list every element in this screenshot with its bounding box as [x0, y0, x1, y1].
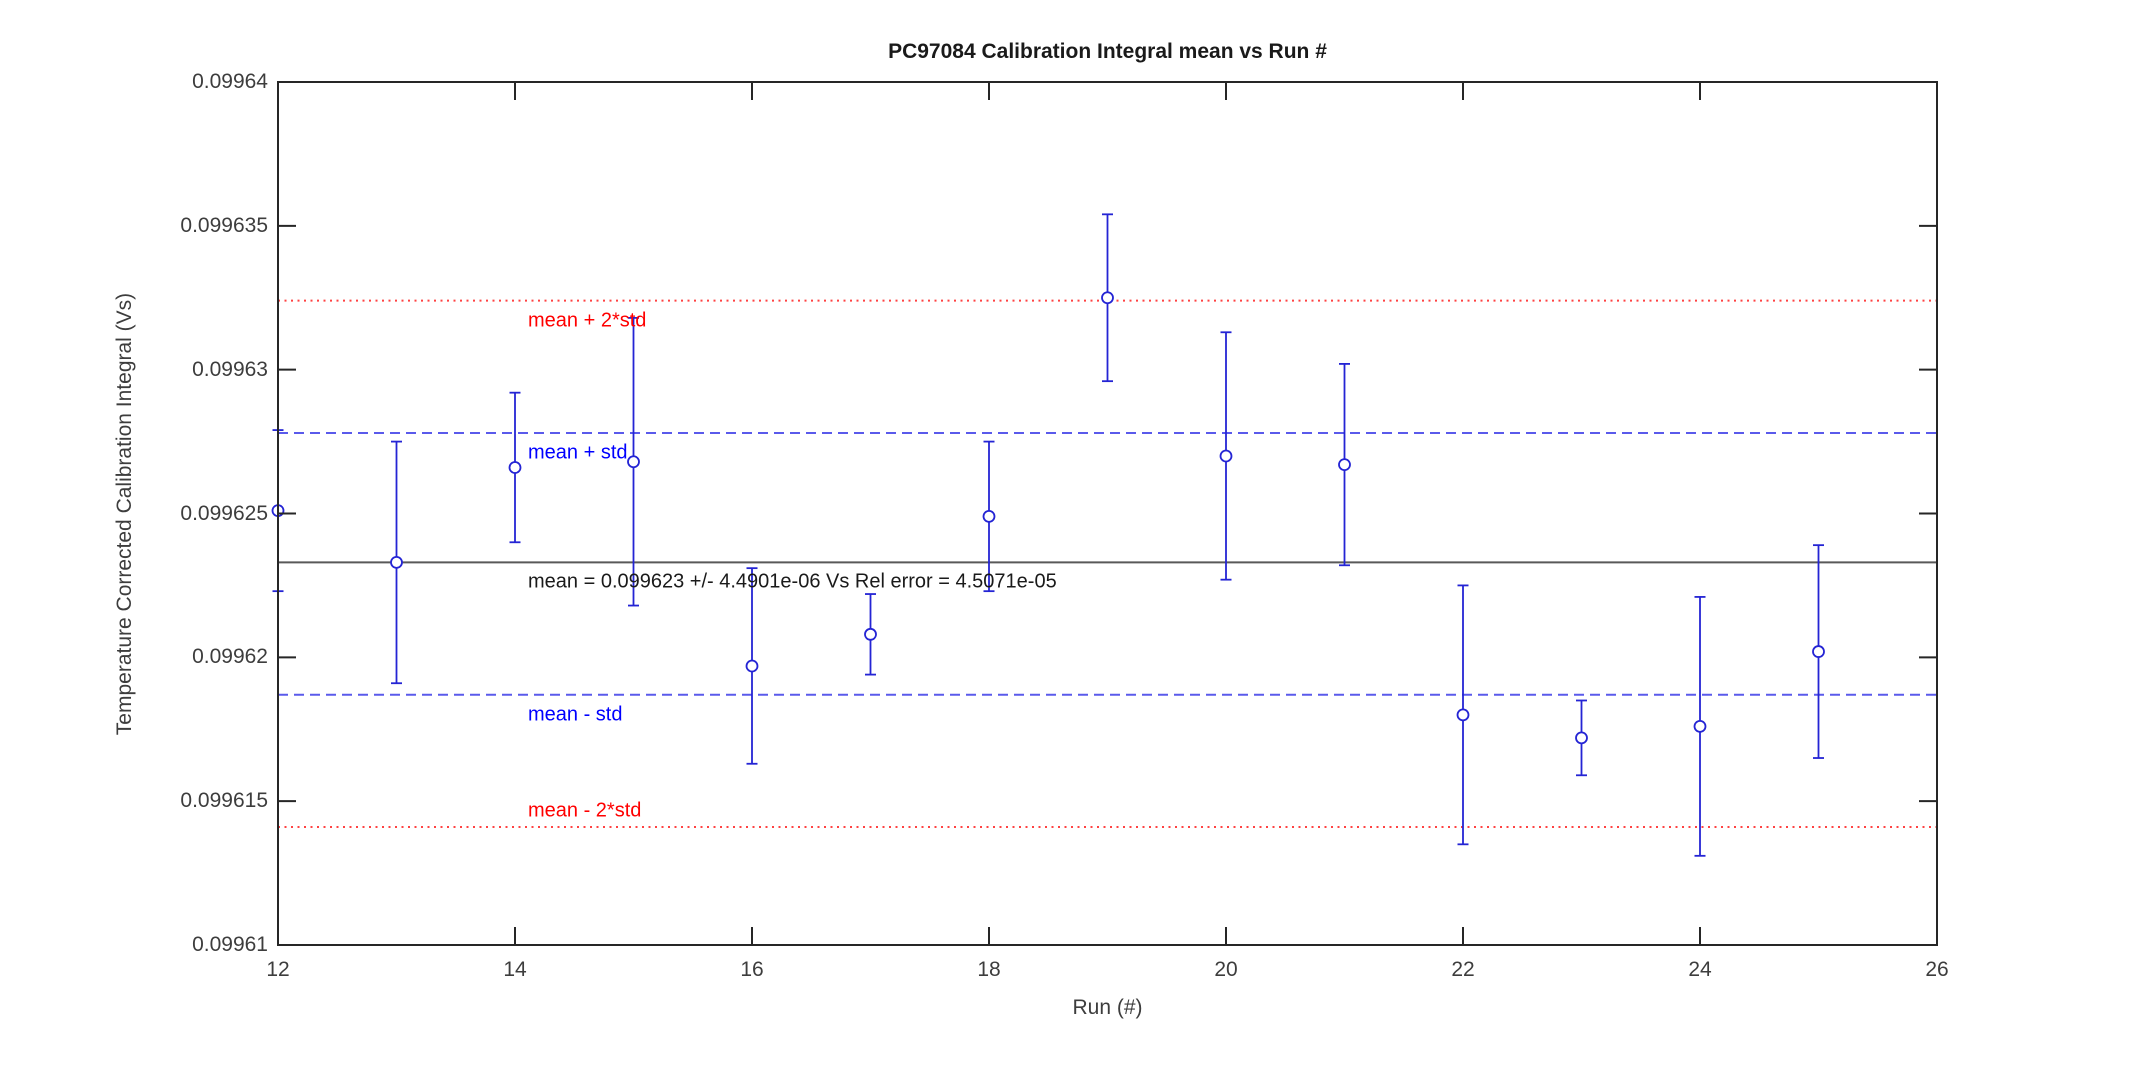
ref-line-label-mean-minus-std: mean - std [528, 703, 623, 726]
data-point-marker [508, 461, 522, 474]
x-tick-label: 22 [1451, 958, 1475, 981]
data-point-marker [1219, 449, 1233, 463]
ref-line-label-mean: mean = 0.099623 +/- 4.4901e-06 Vs Rel er… [528, 570, 1057, 593]
data-point-marker [1575, 731, 1588, 745]
y-tick-label: 0.099625 [180, 501, 268, 525]
y-tick-label: 0.09962 [192, 645, 268, 669]
x-tick-label: 16 [740, 958, 764, 981]
y-tick-label: 0.09963 [192, 357, 268, 381]
x-tick-label: 26 [1925, 958, 1949, 981]
data-point-marker [627, 455, 640, 469]
ref-line-label-mean-plus-std: mean + std [528, 441, 628, 464]
data-point-marker [1693, 719, 1707, 733]
axes-box [277, 81, 1938, 946]
data-point-marker [1338, 458, 1351, 471]
y-axis-label: Temperature Corrected Calibration Integr… [113, 292, 136, 736]
data-point-marker [982, 509, 996, 523]
data-point-marker [1812, 645, 1825, 658]
y-tick-label: 0.09964 [192, 70, 268, 93]
x-tick-label: 20 [1214, 958, 1238, 981]
y-tick-label: 0.09961 [192, 933, 268, 956]
chart-title: PC97084 Calibration Integral mean vs Run… [888, 40, 1327, 63]
x-tick-label: 18 [977, 958, 1001, 981]
x-tick-label: 12 [266, 958, 290, 981]
y-tick-label: 0.099635 [180, 213, 268, 237]
data-point-marker [864, 627, 877, 641]
ref-line-label-mean-plus-2std: mean + 2*std [528, 309, 647, 332]
data-point-marker [1456, 708, 1470, 722]
ref-line-label-mean-minus-2std: mean - 2*std [528, 799, 642, 822]
y-tick-label: 0.099615 [180, 789, 268, 813]
x-tick-label: 14 [503, 958, 527, 981]
x-axis-label: Run (#) [1072, 996, 1143, 1019]
data-point-marker [1101, 291, 1114, 305]
x-tick-label: 24 [1688, 958, 1712, 981]
data-point-marker [745, 659, 759, 673]
data-point-marker [390, 556, 403, 569]
